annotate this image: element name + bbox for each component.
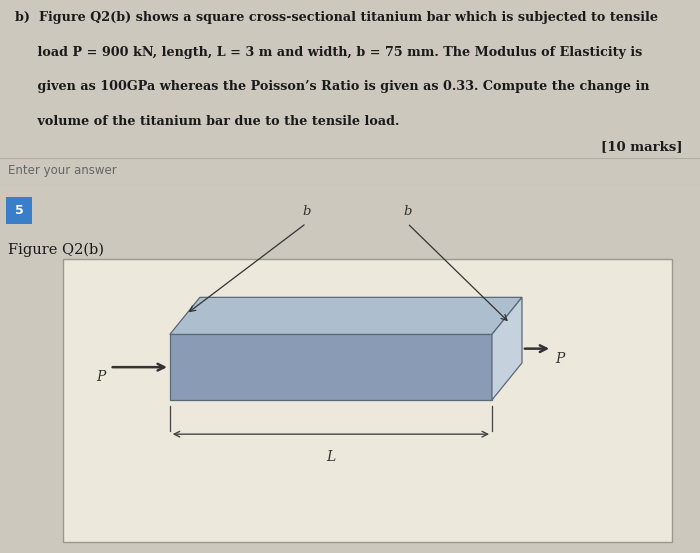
Text: load P = 900 kN, length, L = 3 m and width, b = 75 mm. The Modulus of Elasticity: load P = 900 kN, length, L = 3 m and wid… bbox=[15, 46, 643, 59]
Text: b)  Figure Q2(b) shows a square cross-sectional titanium bar which is subjected : b) Figure Q2(b) shows a square cross-sec… bbox=[15, 11, 659, 24]
Text: Enter your answer: Enter your answer bbox=[8, 164, 117, 176]
Polygon shape bbox=[492, 298, 522, 400]
Text: b: b bbox=[403, 205, 412, 217]
Text: given as 100GPa whereas the Poisson’s Ratio is given as 0.33. Compute the change: given as 100GPa whereas the Poisson’s Ra… bbox=[15, 80, 650, 93]
Polygon shape bbox=[170, 298, 522, 335]
Polygon shape bbox=[170, 335, 492, 400]
Text: P: P bbox=[554, 352, 564, 366]
Text: P: P bbox=[96, 371, 106, 384]
Text: 5: 5 bbox=[15, 204, 23, 217]
Text: Figure Q2(b): Figure Q2(b) bbox=[8, 242, 104, 257]
Text: L: L bbox=[326, 450, 335, 464]
Text: volume of the titanium bar due to the tensile load.: volume of the titanium bar due to the te… bbox=[15, 115, 400, 128]
Text: [10 marks]: [10 marks] bbox=[601, 140, 682, 153]
Text: b: b bbox=[302, 205, 311, 217]
FancyBboxPatch shape bbox=[6, 197, 32, 224]
FancyBboxPatch shape bbox=[63, 259, 672, 542]
